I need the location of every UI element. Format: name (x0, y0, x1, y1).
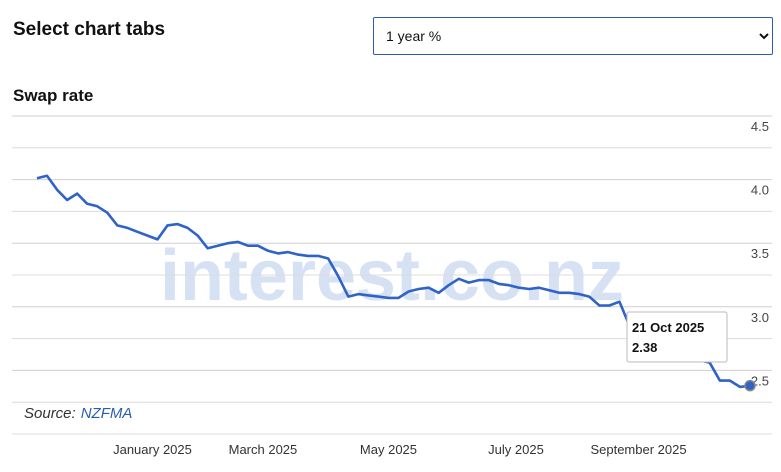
y-tick-label: 4.5 (751, 119, 769, 134)
tooltip-box (626, 311, 728, 363)
source: Source: NZFMA (24, 405, 132, 422)
tooltip-value: 2.38 (632, 340, 657, 355)
x-tick-label: September 2025 (590, 442, 686, 457)
x-tick-label: May 2025 (360, 442, 417, 457)
watermark: interest.co.nz (160, 236, 624, 316)
y-tick-label: 4.0 (751, 183, 769, 198)
source-name: NZFMA (81, 405, 133, 422)
heading: Select chart tabs (13, 19, 166, 40)
source-label: Source: (24, 405, 76, 422)
y-tick-label: 3.5 (751, 246, 769, 261)
tooltip-date: 21 Oct 2025 (632, 320, 704, 335)
hover-point (744, 379, 756, 392)
x-tick-label: March 2025 (229, 442, 298, 457)
chart-title: Swap rate (13, 86, 93, 105)
x-tick-label: January 2025 (113, 442, 192, 457)
chart-select[interactable]: 1 year % (373, 17, 773, 55)
y-tick-label: 3.0 (751, 310, 769, 325)
x-tick-label: July 2025 (488, 442, 544, 457)
